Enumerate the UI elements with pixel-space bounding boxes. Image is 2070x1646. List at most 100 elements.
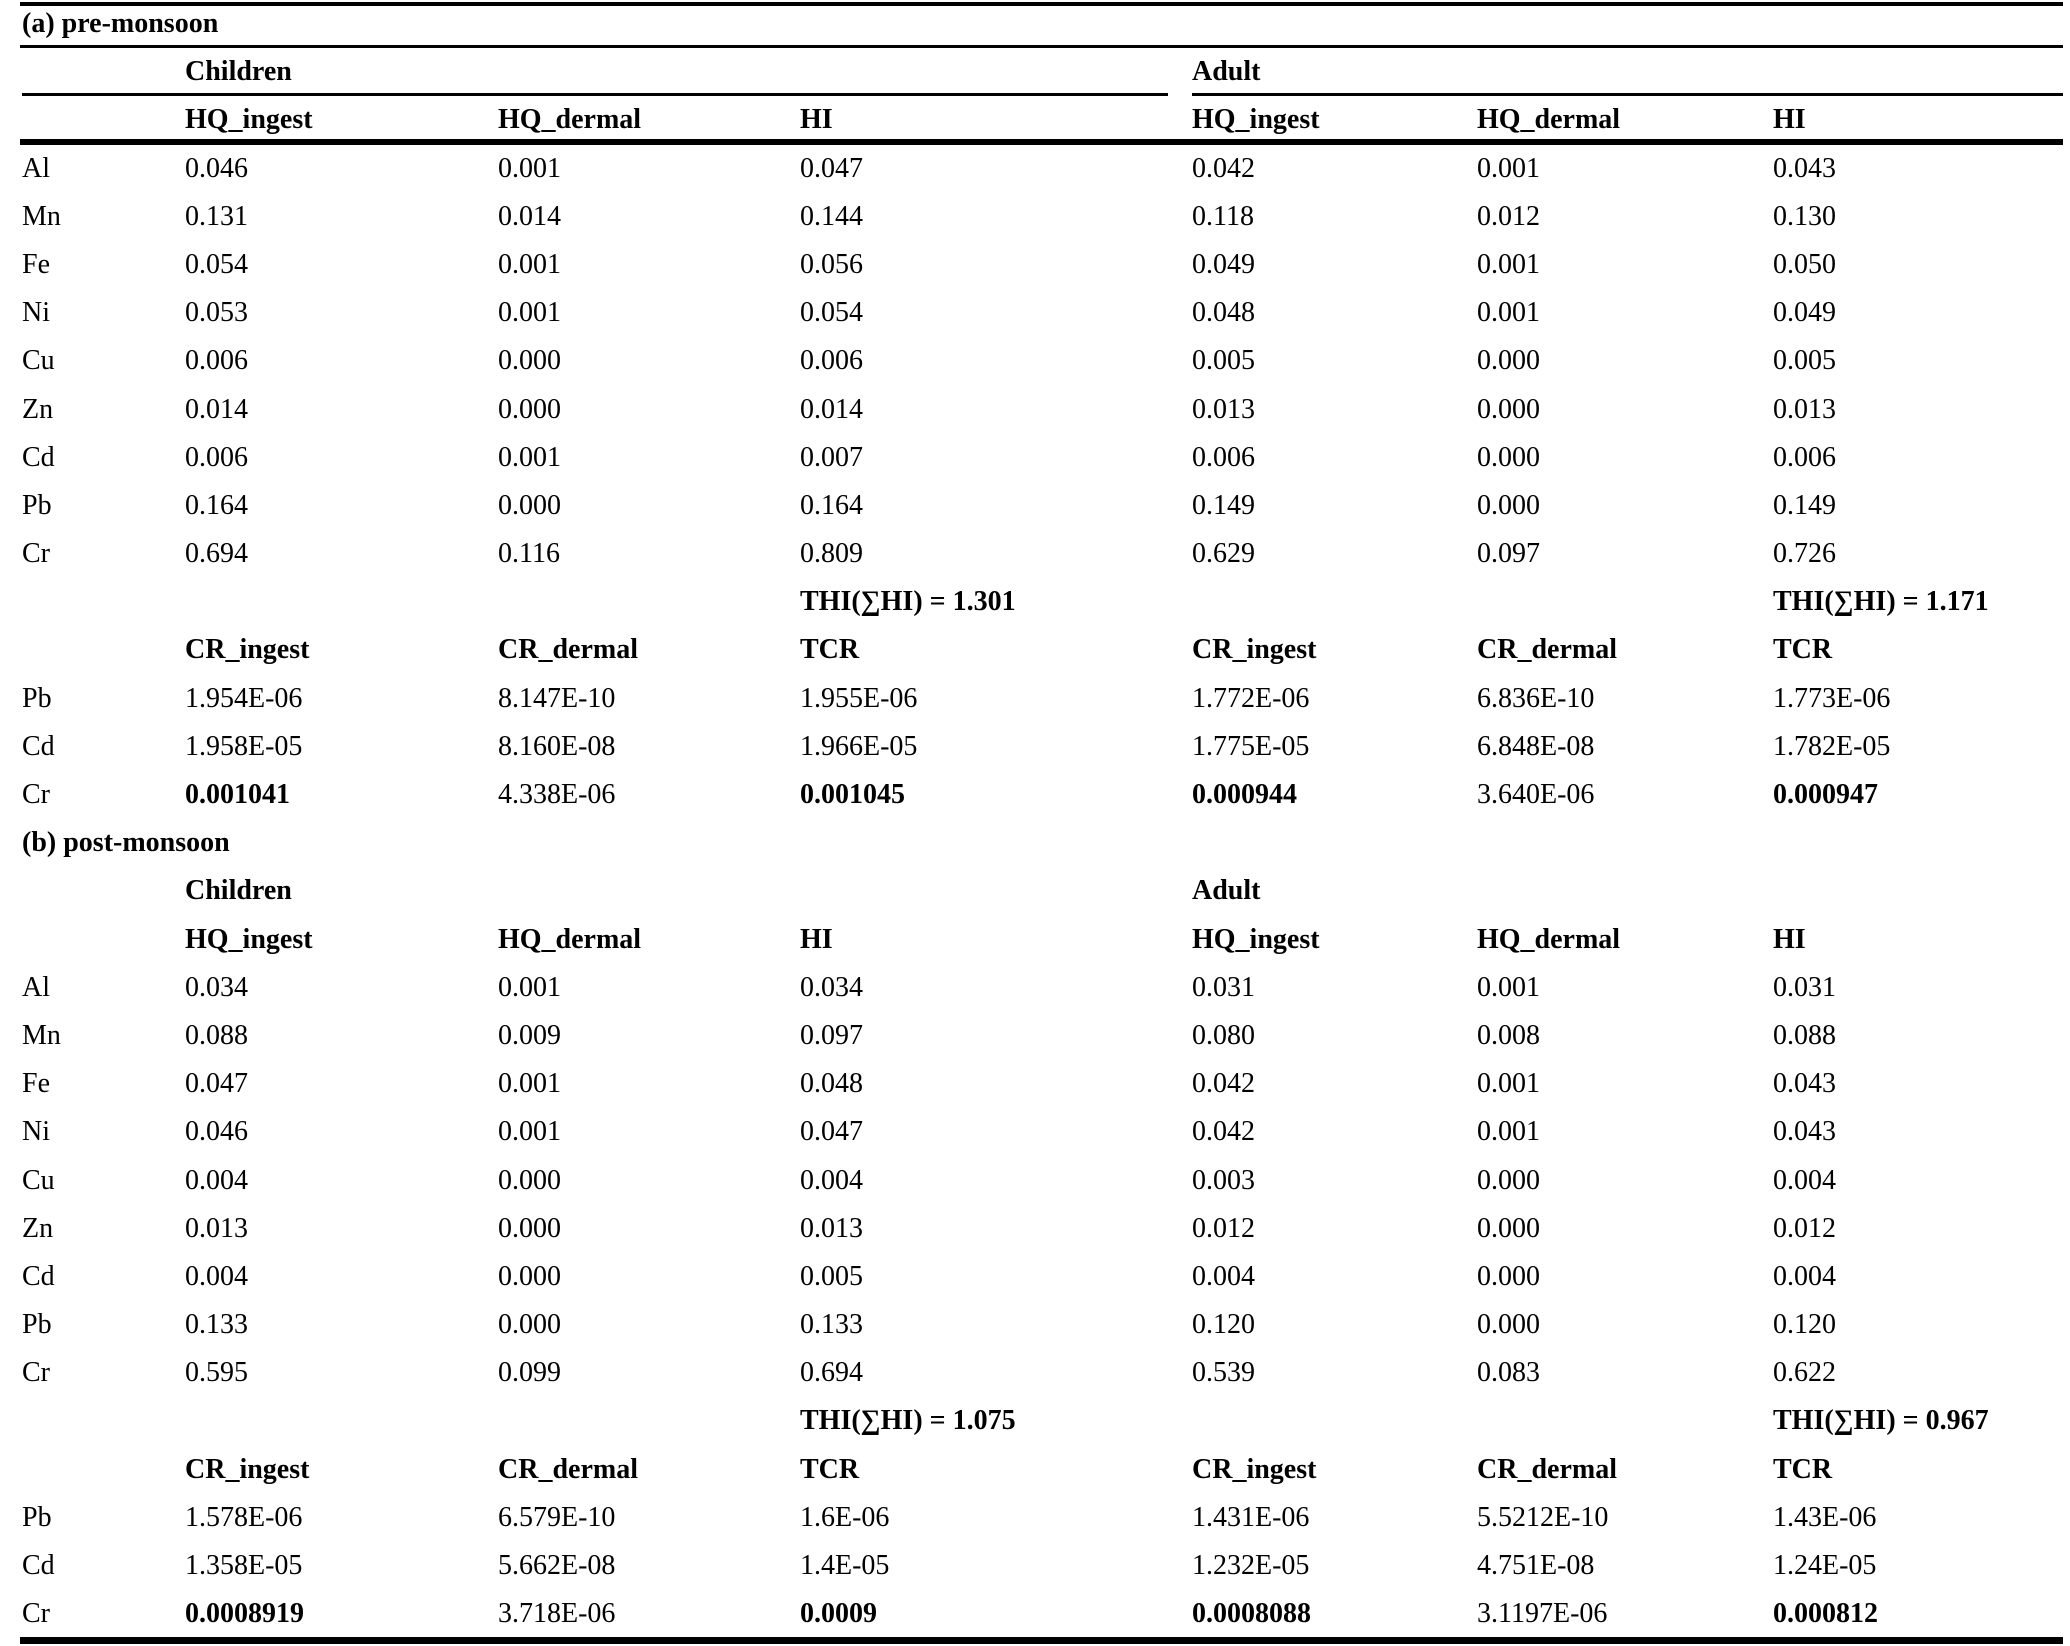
table-cell: 0.144 [800, 200, 863, 232]
row-label: Cd [22, 1260, 55, 1292]
table-cell: 0.012 [1773, 1212, 1836, 1244]
row-label: Al [22, 971, 50, 1003]
table-cell: 0.0008919 [185, 1598, 304, 1630]
table-cell: 0.043 [1773, 1068, 1836, 1100]
table-cell: 0.001045 [800, 779, 905, 810]
table-cell: 0.083 [1477, 1357, 1540, 1389]
table-cell: 0.000812 [1773, 1598, 1878, 1630]
table-cell: 0.000 [498, 1164, 561, 1196]
table-cell: 0.000 [1477, 345, 1540, 377]
column-header: HQ_ingest [1192, 923, 1320, 955]
table-cell: 0.000 [498, 345, 561, 377]
column-header: CR_ingest [185, 1453, 310, 1485]
row-label: Fe [22, 248, 50, 280]
row-label: Zn [22, 393, 54, 425]
table-cell: 0.131 [185, 200, 248, 232]
table-cell: 4.338E-06 [498, 779, 616, 810]
table-cell: 8.160E-08 [498, 730, 616, 762]
hq-rows: Al 0.034 0.001 0.034 0.031 0.001 0.031 Mn 0.088 0… [0, 964, 2070, 1398]
table-cell: 0.133 [185, 1309, 248, 1341]
table-cell: 0.053 [185, 297, 248, 329]
column-header: TCR [1773, 1453, 1833, 1485]
table-cell: 0.005 [800, 1260, 863, 1292]
table-cell: 0.003 [1192, 1164, 1255, 1196]
table-row: Zn 0.013 0.000 0.013 0.012 0.000 0.012 [0, 1205, 2070, 1253]
table-cell: 0.629 [1192, 538, 1255, 570]
table-row: Mn 0.131 0.014 0.144 0.118 0.012 0.130 [0, 193, 2070, 241]
table-cell: 0.000 [498, 489, 561, 521]
column-header: CR_dermal [498, 634, 638, 666]
thi-total-adult: THI(∑HI) = 0.967 [1773, 1405, 1989, 1437]
table-cell: 0.048 [800, 1068, 863, 1100]
row-label: Pb [22, 1501, 52, 1533]
table-cell: 0.001 [498, 1068, 561, 1100]
table-cell: 0.130 [1773, 200, 1836, 232]
table-cell: 0.0008088 [1192, 1598, 1311, 1630]
group-header-row: Children Adult [0, 48, 2070, 97]
table-cell: 0.001 [498, 441, 561, 473]
table-cell: 0.006 [800, 345, 863, 377]
table-cell: 0.013 [800, 1212, 863, 1244]
column-header: HQ_dermal [498, 923, 642, 955]
horizontal-rule [20, 45, 2063, 49]
table-cell: 0.001 [498, 152, 561, 184]
table-row: Cd 0.006 0.001 0.007 0.006 0.000 0.006 [0, 434, 2070, 482]
table-cell: 0.000947 [1773, 779, 1878, 810]
row-label: Pb [22, 1309, 52, 1341]
column-header: HQ_ingest [185, 104, 313, 136]
hq-column-header-row: HQ_ingest HQ_dermal HI HQ_ingest HQ_derm… [0, 96, 2070, 145]
row-label: Fe [22, 1068, 50, 1100]
column-header: CR_ingest [1192, 634, 1317, 666]
section-title-row: (b) post-monsoon [0, 819, 2070, 867]
table-cell: 1.782E-05 [1773, 730, 1891, 762]
table-cell: 0.034 [800, 971, 863, 1003]
table-cell: 3.718E-06 [498, 1598, 616, 1630]
horizontal-rule [1192, 93, 2063, 97]
table-cell: 0.000 [498, 1309, 561, 1341]
table-cell: 0.080 [1192, 1019, 1255, 1051]
table-cell: 0.005 [1773, 345, 1836, 377]
row-label: Cd [22, 1550, 55, 1581]
section-pre-monsoon: (a) pre-monsoon Children Adult HQ_ingest… [0, 0, 2070, 819]
column-header: TCR [1773, 634, 1833, 666]
table-cell: 0.000 [1477, 1164, 1540, 1196]
table-cell: 0.046 [185, 1116, 248, 1148]
table-cell: 0.088 [185, 1019, 248, 1051]
table-cell: 0.042 [1192, 1068, 1255, 1100]
table-row: Cr 0.694 0.116 0.809 0.629 0.097 0.726 [0, 530, 2070, 578]
group-adult-label: Adult [1192, 56, 1261, 88]
table-row: Mn 0.088 0.009 0.097 0.080 0.008 0.088 [0, 1012, 2070, 1060]
table-cell: 0.004 [1192, 1260, 1255, 1292]
table-cell: 0.116 [498, 538, 560, 570]
table-cell: 0.054 [800, 297, 863, 329]
table-cell: 0.000 [1477, 441, 1540, 473]
row-label: Cu [22, 345, 55, 377]
table-cell: 0.031 [1773, 971, 1836, 1003]
table-cell: 0.012 [1192, 1212, 1255, 1244]
table-cell: 0.099 [498, 1357, 561, 1389]
table-cell: 0.694 [800, 1357, 863, 1389]
table-cell: 0.013 [185, 1212, 248, 1244]
table-cell: 0.120 [1192, 1309, 1255, 1341]
column-header: CR_dermal [1477, 634, 1617, 666]
table-row: Fe 0.054 0.001 0.056 0.049 0.001 0.050 [0, 241, 2070, 289]
row-label: Cd [22, 730, 55, 762]
table-cell: 0.049 [1192, 248, 1255, 280]
table-cell: 0.809 [800, 538, 863, 570]
table-row: Fe 0.047 0.001 0.048 0.042 0.001 0.043 [0, 1060, 2070, 1108]
column-header: CR_ingest [1192, 1453, 1317, 1485]
row-label: Cr [22, 779, 50, 810]
table-cell: 0.000 [498, 1260, 561, 1292]
thi-total-children: THI(∑HI) = 1.301 [800, 586, 1016, 618]
row-label: Cd [22, 441, 55, 473]
group-header-row: Children Adult [0, 867, 2070, 915]
cr-column-header-row: CR_ingest CR_dermal TCR CR_ingest CR_der… [0, 1446, 2070, 1494]
table-cell: 0.097 [800, 1019, 863, 1051]
table-cell: 0.133 [800, 1309, 863, 1341]
table-row: Cu 0.006 0.000 0.006 0.005 0.000 0.005 [0, 337, 2070, 385]
cr-rows: Pb 1.578E-06 6.579E-10 1.6E-06 1.431E-06 5.52… [0, 1494, 2070, 1639]
table-cell: 0.004 [185, 1164, 248, 1196]
table-row: Pb 1.954E-06 8.147E-10 1.955E-06 1.772E-06 6.… [0, 675, 2070, 723]
column-header: CR_dermal [1477, 1453, 1617, 1485]
row-label: Ni [22, 297, 50, 329]
